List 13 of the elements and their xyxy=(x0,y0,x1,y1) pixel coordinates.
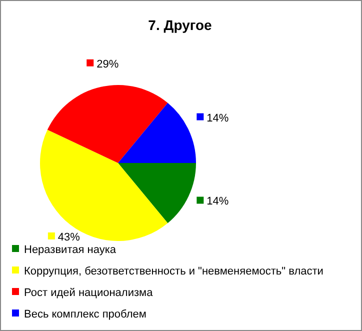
legend-label: Неразвитая наука xyxy=(24,244,117,256)
data-label: 29% xyxy=(96,58,119,70)
data-label: 43% xyxy=(58,231,80,244)
legend-label: Коррупция, безответственность и "невменяемость" власти xyxy=(24,266,324,278)
data-label: 14% xyxy=(206,112,229,124)
pie-slice xyxy=(40,130,168,241)
legend-label: Рост идей национализма xyxy=(24,287,154,299)
legend-label: Весь комплекс проблем xyxy=(24,308,146,320)
pie-slice xyxy=(118,163,196,224)
pie-slice xyxy=(118,102,196,163)
chart-title: 7. Другое xyxy=(148,17,212,33)
pie-slice xyxy=(47,85,168,163)
data-label: 14% xyxy=(206,196,229,208)
